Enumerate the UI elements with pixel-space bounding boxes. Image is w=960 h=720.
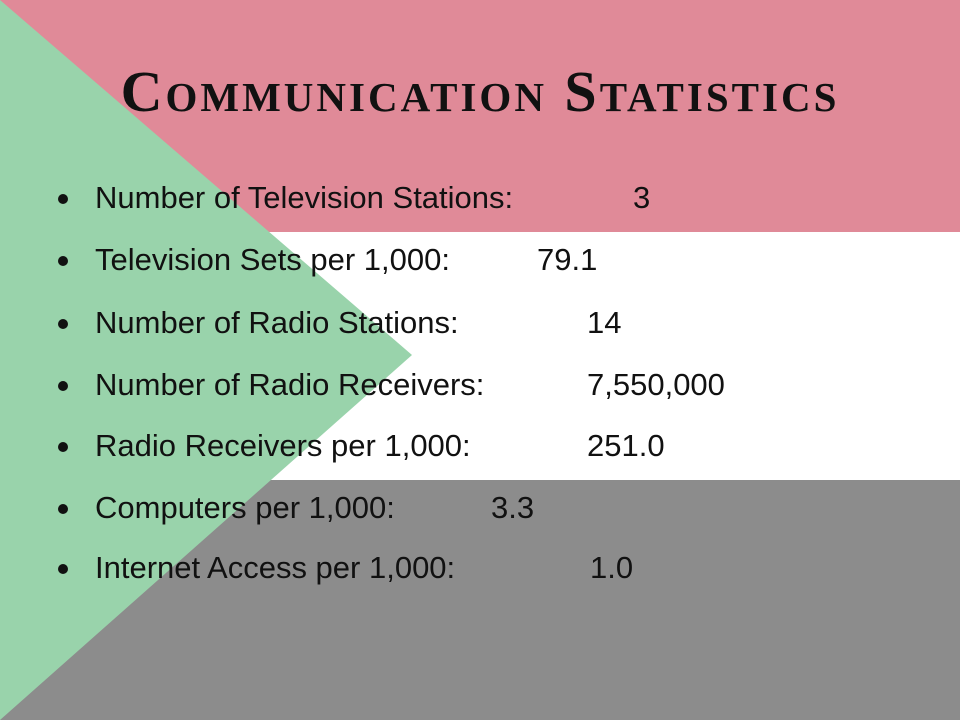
bullet bbox=[58, 442, 68, 452]
bullet bbox=[58, 564, 68, 574]
item-value: 14 bbox=[587, 305, 622, 340]
bullet-item: Number of Radio Receivers: 7,550,000 bbox=[0, 367, 960, 407]
item-label: Number of Television Stations: bbox=[95, 180, 514, 215]
bullet-item: Computers per 1,000: 3.3 bbox=[0, 490, 960, 530]
bullet-item: Internet Access per 1,000: 1.0 bbox=[0, 550, 960, 590]
slide-title: Communication Statistics bbox=[120, 59, 840, 124]
bullet-item: Radio Receivers per 1,000: 251.0 bbox=[0, 428, 960, 468]
bullet bbox=[58, 319, 68, 329]
green-triangle bbox=[0, 0, 412, 720]
item-label: Computers per 1,000: bbox=[95, 490, 395, 525]
item-label: Television Sets per 1,000: bbox=[95, 242, 450, 277]
item-value: 79.1 bbox=[537, 242, 598, 277]
item-value: 1.0 bbox=[590, 550, 634, 585]
item-value: 7,550,000 bbox=[587, 367, 725, 402]
bullet bbox=[58, 504, 68, 514]
bullet bbox=[58, 381, 68, 391]
item-value: 3 bbox=[633, 180, 651, 215]
bullet bbox=[58, 256, 68, 266]
item-label: Number of Radio Stations: bbox=[95, 305, 459, 340]
item-value: 3.3 bbox=[491, 490, 535, 525]
bullet-item: Number of Television Stations: 3 bbox=[0, 180, 960, 220]
item-label: Radio Receivers per 1,000: bbox=[95, 428, 471, 463]
bullet-item: Television Sets per 1,000: 79.1 bbox=[0, 242, 960, 282]
bullet-item: Number of Radio Stations: 14 bbox=[0, 305, 960, 345]
item-label: Internet Access per 1,000: bbox=[95, 550, 456, 585]
item-label: Number of Radio Receivers: bbox=[95, 367, 485, 402]
bullet bbox=[58, 194, 68, 204]
item-value: 251.0 bbox=[587, 428, 665, 463]
